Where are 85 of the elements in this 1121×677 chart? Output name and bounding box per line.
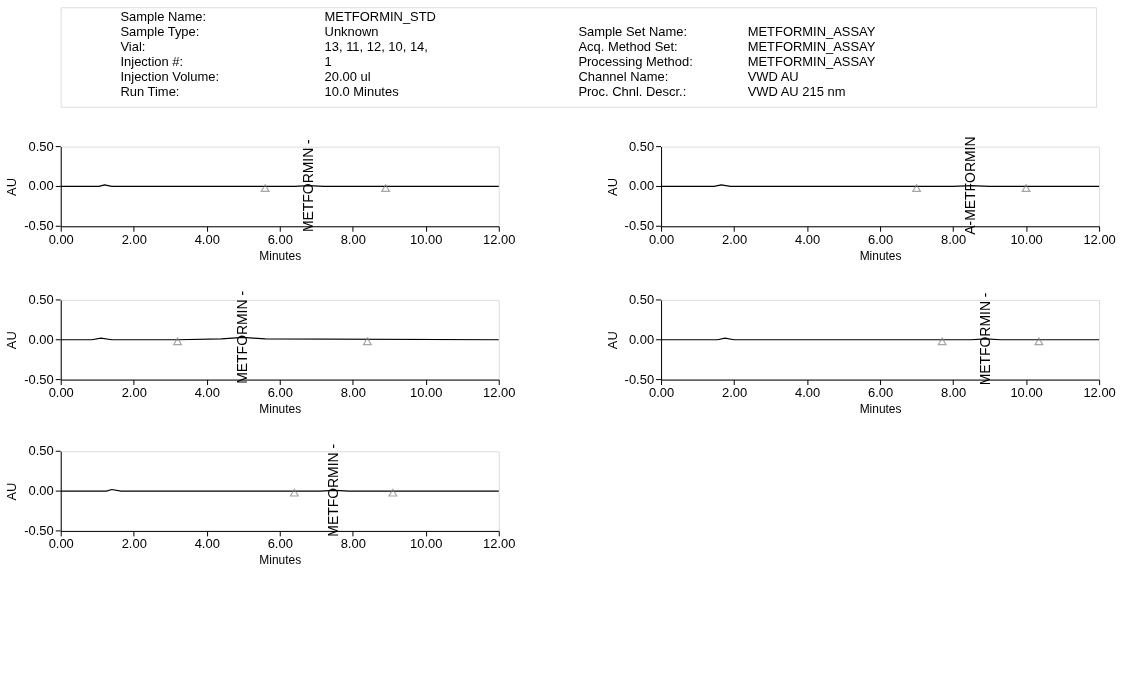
y-axis-title: AU [604,177,620,196]
y-tick-label: 0.00 [628,178,655,194]
annotation: METFORMIN - [325,443,342,537]
x-tick-label: 2.00 [121,536,147,552]
x-tick-label: 8.00 [340,231,366,247]
x-tick-label: 8.00 [340,385,366,401]
text: Unknown [324,24,379,40]
y-axis-title: AU [4,482,20,501]
x-tick-label: 12.00 [1083,231,1116,247]
x-tick-label: 8.00 [340,536,366,552]
text: Sample Type: [120,24,200,40]
text: VWD AU 215 nm [747,83,846,99]
x-tick-label: 0.00 [648,231,675,247]
y-axis-title: AU [4,331,20,350]
x-axis-title: Minutes [259,401,302,416]
x-tick-label: 10.00 [1010,231,1043,247]
text: 20.00 ul [324,68,371,84]
x-tick-label: 12.00 [483,536,516,552]
text: 1 [324,53,332,69]
x-tick-label: 4.00 [194,231,220,247]
x-tick-label: 6.00 [267,536,293,552]
x-tick-label: 12.00 [1083,385,1116,401]
x-tick-label: 2.00 [121,231,147,247]
x-tick-label: 10.00 [410,231,443,247]
x-tick-label: 0.00 [648,385,675,401]
y-tick-label: 0.50 [28,138,54,154]
y-tick-label: 0.50 [628,291,655,307]
x-tick-label: 6.00 [267,385,293,401]
text: Run Time: [120,83,180,99]
text: Acq. Method Set: [578,39,678,55]
x-tick-label: 6.00 [267,231,293,247]
x-tick-label: 4.00 [194,385,220,401]
text: METFORMIN_ASSAY [747,53,876,69]
x-tick-label: 0.00 [48,536,74,552]
y-tick-label: 0.00 [28,483,54,499]
text: Sample Set Name: [578,24,688,40]
x-tick-label: 4.00 [794,231,821,247]
text: 13, 11, 12, 10, 14, [324,39,428,55]
y-axis-title: AU [4,177,20,196]
annotation: METFORMIN - [299,138,316,233]
y-tick-label: 0.00 [628,331,655,347]
x-tick-label: 2.00 [721,385,748,401]
x-axis-title: Minutes [859,248,902,263]
x-tick-label: 2.00 [721,231,748,247]
x-tick-label: 10.00 [410,385,443,401]
x-tick-label: 12.00 [483,385,516,401]
y-tick-label: 0.00 [28,178,54,194]
text: Injection #: [120,53,184,69]
text: Sample Name: [120,9,207,25]
x-axis-title: Minutes [259,553,302,568]
x-tick-label: 12.00 [483,231,516,247]
y-tick-label: -0.50 [24,218,54,234]
y-tick-label: -0.50 [624,218,655,234]
x-tick-label: 4.00 [194,536,220,552]
text: Processing Method: [578,53,693,69]
y-tick-label: 0.00 [28,331,54,347]
y-tick-label: 0.50 [628,138,655,154]
x-tick-label: 2.00 [121,385,147,401]
x-axis-title: Minutes [259,248,302,263]
x-tick-label: 10.00 [1010,385,1043,401]
text: METFORMIN_ASSAY [747,39,876,55]
annotation: METFORMIN - [976,292,993,386]
text: Injection Volume: [120,68,219,84]
y-tick-label: 0.50 [28,291,54,307]
x-tick-label: 10.00 [410,536,443,552]
x-tick-label: 8.00 [940,385,967,401]
text: METFORMIN_ASSAY [747,24,876,40]
annotation: METFORMIN - [234,290,251,384]
x-tick-label: 0.00 [48,231,74,247]
y-tick-label: -0.50 [624,371,655,387]
text: 10.0 Minutes [324,83,399,99]
y-tick-label: 0.50 [28,443,54,459]
text: METFORMIN_STD [324,9,436,25]
y-tick-label: -0.50 [24,371,54,387]
x-tick-label: 4.00 [794,385,821,401]
x-tick-label: 6.00 [867,231,894,247]
x-tick-label: 0.00 [48,385,74,401]
y-tick-label: -0.50 [24,522,54,538]
text: Proc. Chnl. Descr.: [578,83,687,99]
x-axis-title: Minutes [859,401,902,416]
text: VWD AU [747,68,799,84]
text: Vial: [120,39,146,55]
y-axis-title: AU [604,331,620,350]
x-tick-label: 6.00 [867,385,894,401]
text: Channel Name: [578,68,669,84]
